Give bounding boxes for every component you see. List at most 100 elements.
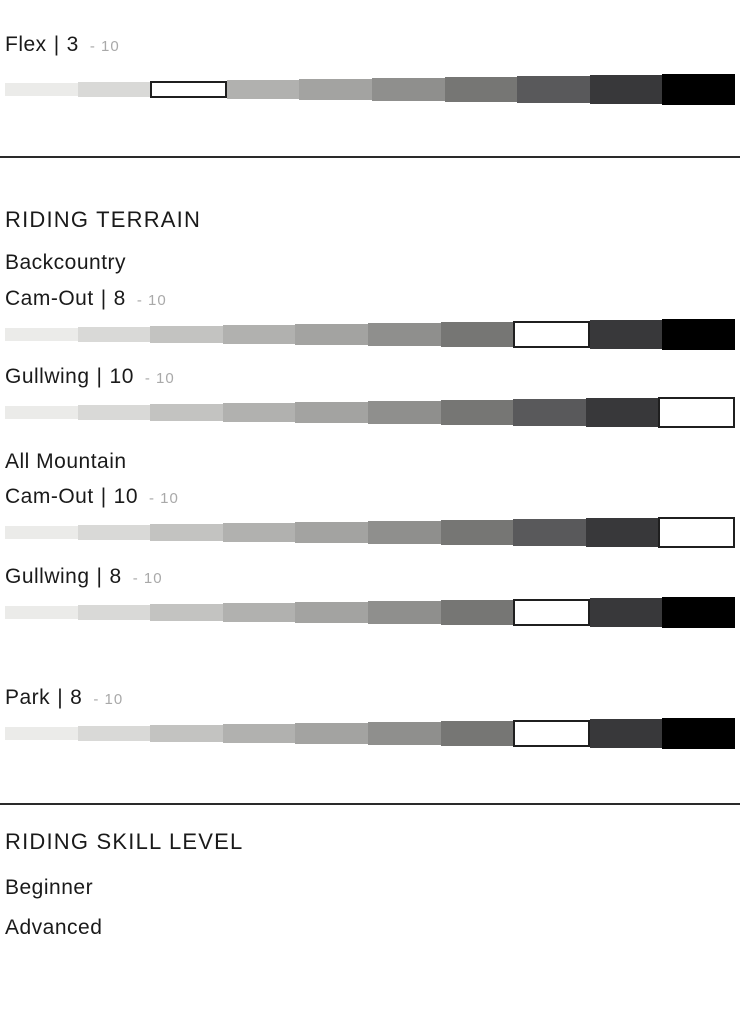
allmountain-gullwing-rating-bar xyxy=(5,595,735,629)
bar-segment xyxy=(662,73,735,105)
bar-segment xyxy=(367,322,441,346)
bar-segment xyxy=(5,82,78,96)
metric-range-max: - 10 xyxy=(149,490,179,507)
metric-row-park-label: Park | 8 - 10 xyxy=(5,685,735,713)
bar-segment-selected xyxy=(150,80,227,98)
metric-separator: | xyxy=(57,686,64,709)
section-divider xyxy=(0,803,740,805)
bar-segment xyxy=(295,722,368,744)
bar-segment xyxy=(440,399,514,425)
metric-range-max: - 10 xyxy=(132,570,163,587)
bar-segment xyxy=(5,525,78,539)
metric-value: 10 xyxy=(113,485,139,508)
park-rating-bar xyxy=(5,716,735,750)
terrain-group-backcountry: Backcountry xyxy=(5,251,127,274)
metric-range-max: - 10 xyxy=(144,370,175,387)
riding-skill-heading: RIDING SKILL LEVEL xyxy=(5,829,244,854)
bar-segment-selected xyxy=(513,719,590,747)
product-spec-panel: Flex | 3 - 10 RIDING TERRAIN Backcountry Ca… xyxy=(0,32,740,942)
flex-rating-bar xyxy=(5,72,735,106)
backcountry-gullwing-rating-bar xyxy=(5,395,735,429)
metric-name: Gullwing xyxy=(5,565,90,588)
metric-name: Gullwing xyxy=(5,365,90,388)
bar-segment xyxy=(589,597,663,627)
metric-range-max: - 10 xyxy=(93,691,124,708)
bar-segment xyxy=(444,76,518,102)
backcountry-camout-rating-bar xyxy=(5,317,735,351)
bar-segment xyxy=(367,600,441,624)
bar-segment xyxy=(77,404,151,420)
bar-segment xyxy=(589,319,663,349)
bar-segment xyxy=(77,604,151,620)
bar-segment xyxy=(295,521,368,543)
bar-segment xyxy=(222,402,296,422)
metric-separator: | xyxy=(100,287,107,310)
metric-separator: | xyxy=(96,365,103,388)
bar-segment xyxy=(371,77,445,101)
bar-segment xyxy=(222,602,296,622)
terrain-group-all-mountain: All Mountain xyxy=(5,450,127,473)
metric-row-allmountain-camout-label: Cam-Out | 10 - 10 xyxy=(5,484,735,512)
bar-segment xyxy=(299,78,372,100)
bar-segment xyxy=(367,520,441,544)
bar-segment xyxy=(662,318,735,350)
bar-segment xyxy=(226,79,300,99)
bar-segment xyxy=(513,518,586,546)
metric-separator: | xyxy=(96,565,103,588)
skill-level-advanced: Advanced xyxy=(5,916,103,939)
bar-segment xyxy=(295,401,368,423)
bar-segment xyxy=(150,724,223,742)
bar-segment-selected xyxy=(658,516,735,548)
bar-segment xyxy=(222,324,296,344)
metric-row-flex-label: Flex | 3 - 10 xyxy=(5,32,735,60)
metric-name: Cam-Out xyxy=(5,287,94,310)
bar-segment xyxy=(5,405,78,419)
metric-range-max: - 10 xyxy=(89,38,120,55)
bar-segment xyxy=(77,725,151,741)
skill-level-beginner: Beginner xyxy=(5,876,94,899)
bar-segment xyxy=(589,718,663,748)
bar-segment-selected xyxy=(513,320,590,348)
bar-segment xyxy=(367,400,441,424)
allmountain-camout-rating-bar xyxy=(5,515,735,549)
metric-name: Flex xyxy=(5,33,47,56)
bar-segment xyxy=(585,397,659,427)
bar-segment xyxy=(440,720,514,746)
metric-row-backcountry-gullwing-label: Gullwing | 10 - 10 xyxy=(5,364,735,392)
bar-segment xyxy=(77,524,151,540)
bar-segment xyxy=(440,599,514,625)
bar-segment xyxy=(77,326,151,342)
metric-name: Cam-Out xyxy=(5,485,94,508)
bar-segment xyxy=(150,403,223,421)
bar-segment xyxy=(513,398,586,426)
bar-segment xyxy=(5,605,78,619)
bar-segment xyxy=(77,81,151,97)
metric-value: 10 xyxy=(109,365,134,388)
bar-segment-selected xyxy=(658,396,735,428)
metric-separator: | xyxy=(100,485,107,508)
bar-segment xyxy=(222,723,296,743)
bar-segment xyxy=(585,517,659,547)
bar-segment xyxy=(5,726,78,740)
metric-range-max: - 10 xyxy=(136,292,167,309)
metric-row-backcountry-camout-label: Cam-Out | 8 - 10 xyxy=(5,286,735,314)
metric-separator: | xyxy=(53,33,60,56)
bar-segment xyxy=(150,523,223,541)
metric-value: 8 xyxy=(113,287,126,310)
bar-segment xyxy=(295,323,368,345)
bar-segment-selected xyxy=(513,598,590,626)
bar-segment xyxy=(662,596,735,628)
bar-segment xyxy=(150,603,223,621)
bar-segment xyxy=(517,75,590,103)
metric-row-allmountain-gullwing-label: Gullwing | 8 - 10 xyxy=(5,564,735,592)
metric-value: 3 xyxy=(66,33,79,56)
bar-segment xyxy=(150,325,223,343)
bar-segment xyxy=(662,717,735,749)
metric-name: Park xyxy=(5,686,51,709)
metric-value: 8 xyxy=(70,686,83,709)
bar-segment xyxy=(222,522,296,542)
bar-segment xyxy=(440,321,514,347)
bar-segment xyxy=(5,327,78,341)
metric-value: 8 xyxy=(109,565,122,588)
riding-terrain-heading: RIDING TERRAIN xyxy=(5,207,202,232)
